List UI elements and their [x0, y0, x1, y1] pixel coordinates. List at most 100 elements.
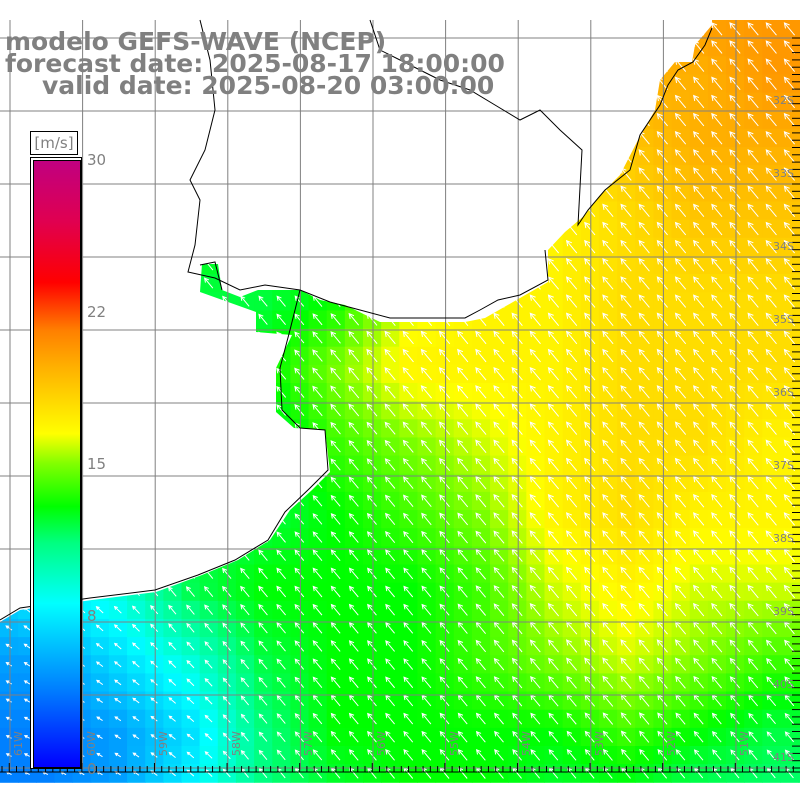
wind-arrow [693, 112, 705, 127]
wind-arrow [75, 94, 88, 109]
wind-cell [798, 727, 800, 747]
wind-arrow [493, 112, 505, 127]
wind-arrow [21, 112, 33, 127]
wind-arrow [366, 149, 378, 163]
wind-arrow [729, 149, 741, 163]
wind-arrow [3, 40, 15, 54]
wind-arrow [202, 58, 215, 72]
wind-arrow [511, 40, 523, 54]
wind-arrow [529, 22, 541, 36]
wind-arrow [330, 40, 342, 54]
wind-arrow [94, 58, 106, 72]
wind-arrow [656, 94, 668, 109]
wind-arrow [584, 22, 596, 36]
wind-arrow [112, 94, 124, 109]
wind-arrow [3, 94, 15, 109]
wind-arrow [674, 112, 687, 127]
wind-arrow [148, 40, 160, 54]
wind-arrow [239, 149, 251, 163]
wind-arrow [202, 22, 215, 36]
wind-cell [798, 110, 800, 130]
wind-arrow [729, 131, 741, 145]
wind-arrow [493, 149, 505, 163]
lat-label: 38S [773, 532, 794, 545]
wind-arrow [384, 131, 396, 145]
wind-arrow [239, 94, 251, 109]
wind-cell [798, 455, 800, 475]
wind-arrow [21, 22, 33, 36]
wind-arrow [638, 76, 650, 91]
wind-cell [798, 618, 800, 638]
wind-arrow [493, 40, 505, 54]
wind-arrow [311, 131, 324, 145]
wind-arrow [166, 149, 178, 163]
wind-arrow [783, 76, 796, 91]
wind-arrow [674, 94, 687, 109]
wind-arrow [783, 58, 796, 72]
wind-arrow [656, 40, 668, 54]
wind-arrow [711, 94, 723, 109]
wind-arrow [529, 58, 541, 72]
wind-arrow [547, 22, 560, 36]
wind-arrow [366, 76, 378, 91]
wind-arrow [184, 58, 197, 72]
wind-cell [798, 201, 800, 221]
wind-arrow [565, 149, 578, 163]
lon-label: 57W [302, 731, 316, 756]
wind-arrow [293, 76, 305, 91]
wind-arrow [239, 40, 251, 54]
wind-arrow [565, 40, 578, 54]
wind-arrow [384, 149, 396, 163]
wind-arrow [656, 112, 668, 127]
wind-arrow [584, 76, 596, 91]
wind-arrow [547, 76, 560, 91]
wind-arrow [565, 131, 578, 145]
wind-arrow [166, 58, 178, 72]
wind-cell [798, 165, 800, 184]
wind-arrow [348, 22, 360, 36]
wind-arrow [420, 40, 433, 54]
wind-arrow [275, 76, 287, 91]
wind-arrow [457, 22, 469, 36]
wind-arrow [184, 22, 197, 36]
colorbar-label-0: 0 [87, 760, 97, 778]
wind-arrow [221, 58, 233, 72]
wind-arrow [202, 149, 215, 163]
wind-arrow [257, 149, 269, 163]
wind-arrow [457, 76, 469, 91]
wind-arrow [311, 22, 324, 36]
lon-label: 51W [738, 731, 751, 756]
wind-arrow [257, 131, 269, 145]
wind-arrow [311, 94, 324, 109]
wind-arrow [112, 112, 124, 127]
wind-arrow [711, 112, 723, 127]
lon-label: 60W [84, 731, 98, 756]
wind-arrow [620, 40, 632, 54]
wind-arrow [529, 94, 541, 109]
lat-label: 39S [773, 605, 794, 618]
wind-arrow [765, 58, 777, 72]
wind-arrow [402, 112, 414, 127]
wind-arrow [148, 76, 160, 91]
wind-arrow [57, 94, 70, 109]
wind-arrow [711, 149, 723, 163]
wind-arrow [21, 94, 33, 109]
wind-arrow [420, 149, 433, 163]
wind-arrow [348, 131, 360, 145]
wind-arrow [202, 167, 215, 181]
wind-arrow [366, 22, 378, 36]
wind-arrow [620, 112, 632, 127]
wind-arrow [257, 40, 269, 54]
wind-arrow [711, 131, 723, 145]
wind-arrow [584, 149, 596, 163]
wind-arrow [729, 40, 741, 54]
wind-arrow [638, 58, 650, 72]
land-mask [0, 0, 712, 622]
wind-arrow [239, 167, 251, 181]
wind-arrow [511, 131, 523, 145]
wind-cell [798, 491, 800, 511]
wind-arrow [184, 112, 197, 127]
wind-arrow [747, 94, 759, 109]
wind-arrow [348, 167, 360, 181]
